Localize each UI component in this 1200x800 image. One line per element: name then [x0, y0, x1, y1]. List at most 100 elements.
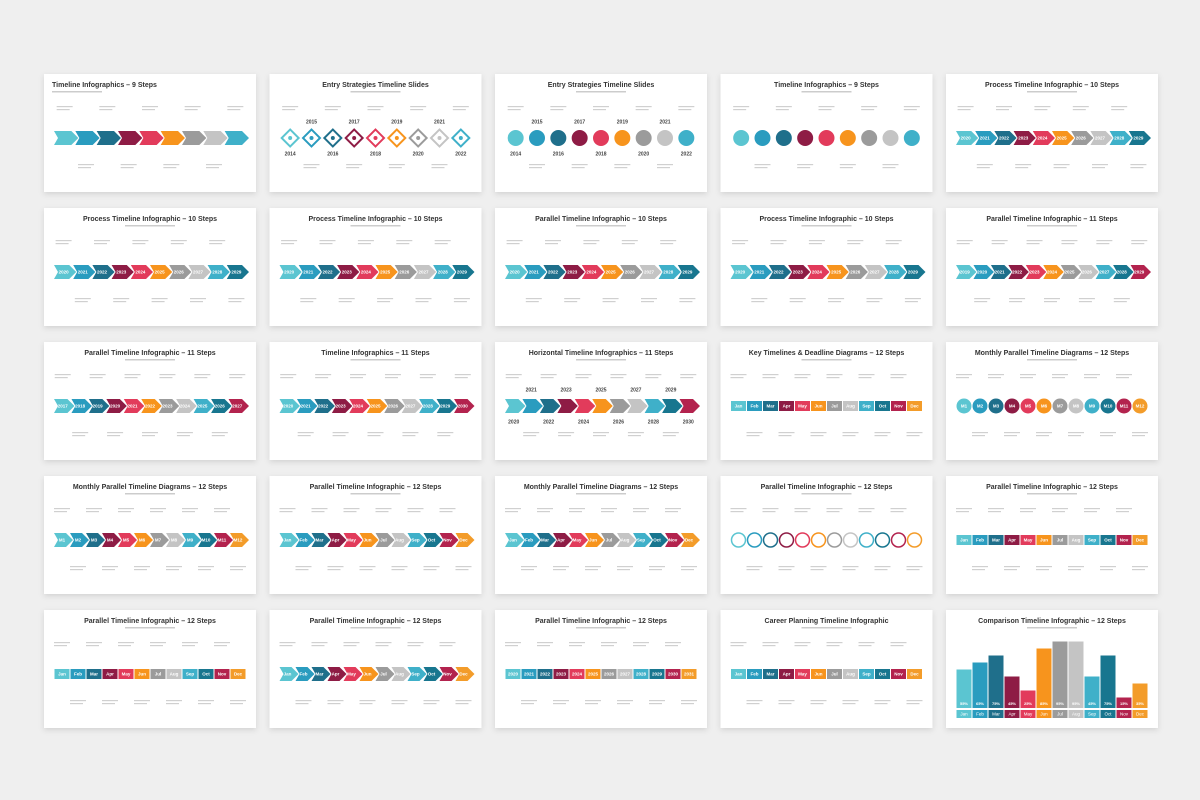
- text-placeholder: [415, 298, 432, 300]
- text-placeholder: [295, 566, 312, 568]
- text-placeholder: [601, 511, 614, 513]
- step-arrow: [524, 265, 547, 279]
- step-arrow: [150, 265, 173, 279]
- text-placeholder: [521, 703, 534, 705]
- step-box: [747, 401, 762, 411]
- step-box: [891, 401, 906, 411]
- slide-title: Parallel Timeline Infographic – 11 Steps: [986, 216, 1117, 223]
- text-placeholder: [770, 240, 787, 242]
- slide-title: Process Timeline Infographic – 10 Steps: [759, 216, 893, 223]
- step-arrow: [1109, 131, 1132, 145]
- text-placeholder: [279, 642, 296, 644]
- text-placeholder: [327, 566, 344, 568]
- text-placeholder: [1113, 301, 1127, 303]
- step-label: 2024: [586, 270, 597, 275]
- step-label: Jun: [363, 672, 371, 677]
- step-label: Mar: [90, 672, 98, 677]
- text-placeholder: [1004, 432, 1020, 434]
- step-label: M4: [1009, 404, 1016, 409]
- slide-title: Process Timeline Infographic – 10 Steps: [985, 82, 1119, 89]
- text-placeholder: [974, 301, 988, 303]
- text-placeholder: [657, 167, 670, 169]
- step-label: 2024: [180, 404, 191, 409]
- text-placeholder: [996, 109, 1009, 111]
- text-placeholder: [74, 301, 88, 303]
- slide-title: Parallel Timeline Infographic – 12 Steps: [535, 618, 667, 625]
- step-label: Aug: [395, 538, 404, 543]
- step-circle: [754, 130, 771, 146]
- step-arrow: [118, 131, 143, 145]
- step-arrow: [86, 533, 105, 547]
- step-label: 2022: [1012, 270, 1023, 275]
- text-placeholder: [890, 374, 907, 376]
- text-placeholder: [842, 432, 859, 434]
- text-placeholder: [810, 435, 824, 437]
- step-label: 2023: [116, 270, 127, 275]
- step-arrow: [207, 265, 230, 279]
- text-placeholder: [319, 240, 336, 242]
- value-label: 15%: [1120, 701, 1128, 706]
- text-placeholder: [645, 374, 662, 376]
- text-placeholder: [762, 374, 779, 376]
- text-placeholder: [956, 511, 969, 513]
- step-dot: [416, 136, 421, 140]
- step-arrow: [139, 131, 164, 145]
- step-arrow: [662, 399, 683, 413]
- text-placeholder: [453, 298, 470, 300]
- text-placeholder: [770, 243, 784, 245]
- text-placeholder: [505, 511, 518, 513]
- text-placeholder: [295, 703, 309, 705]
- text-placeholder: [633, 511, 646, 513]
- text-placeholder: [102, 569, 115, 571]
- slide: Monthly Parallel Timeline Diagrams – 12 …: [44, 476, 256, 594]
- step-box: [214, 669, 230, 679]
- text-placeholder: [1053, 167, 1067, 169]
- step-arrow: [1013, 131, 1036, 145]
- step-dot: [330, 136, 335, 140]
- step-label: 2017: [574, 119, 585, 125]
- step-arrow: [214, 533, 233, 547]
- text-placeholder: [842, 703, 856, 705]
- text-placeholder: [678, 106, 695, 108]
- text-placeholder: [866, 298, 883, 300]
- step-label: 2024: [572, 672, 583, 677]
- text-placeholder: [1036, 435, 1049, 437]
- text-placeholder: [906, 435, 920, 437]
- text-placeholder: [645, 377, 659, 379]
- step-label: 2020: [283, 404, 294, 409]
- value-label: 95%: [1072, 701, 1080, 706]
- text-placeholder: [906, 569, 920, 571]
- text-placeholder: [617, 700, 633, 702]
- text-placeholder: [635, 109, 649, 111]
- step-label: 2019: [617, 119, 628, 125]
- step-arrow: [633, 533, 652, 547]
- text-placeholder: [78, 164, 94, 166]
- text-placeholder: [585, 569, 598, 571]
- step-circle: [1116, 398, 1132, 414]
- text-placeholder: [585, 700, 601, 702]
- step-label: Feb: [976, 538, 984, 543]
- text-placeholder: [778, 432, 795, 434]
- text-placeholder: [1111, 106, 1128, 108]
- text-placeholder: [746, 700, 763, 702]
- text-placeholder: [733, 109, 747, 111]
- step-label: 2019: [960, 270, 971, 275]
- step-arrow: [349, 399, 370, 413]
- text-placeholder: [904, 301, 918, 303]
- step-arrow: [226, 265, 249, 279]
- step-label: 2014: [285, 151, 296, 157]
- text-placeholder: [150, 645, 163, 647]
- step-circle: [775, 130, 792, 146]
- text-placeholder: [842, 700, 859, 702]
- month-box: [956, 710, 972, 718]
- text-placeholder: [904, 298, 921, 300]
- text-placeholder: [94, 240, 110, 242]
- slide: Career Planning Timeline Infographic Jan F…: [720, 610, 933, 728]
- step-label: 2022: [97, 270, 108, 275]
- text-placeholder: [56, 109, 70, 111]
- text-placeholder: [198, 569, 211, 571]
- text-placeholder: [681, 700, 697, 702]
- step-label: 2027: [232, 404, 243, 409]
- step-label: 2022: [773, 270, 784, 275]
- step-box: [827, 401, 842, 411]
